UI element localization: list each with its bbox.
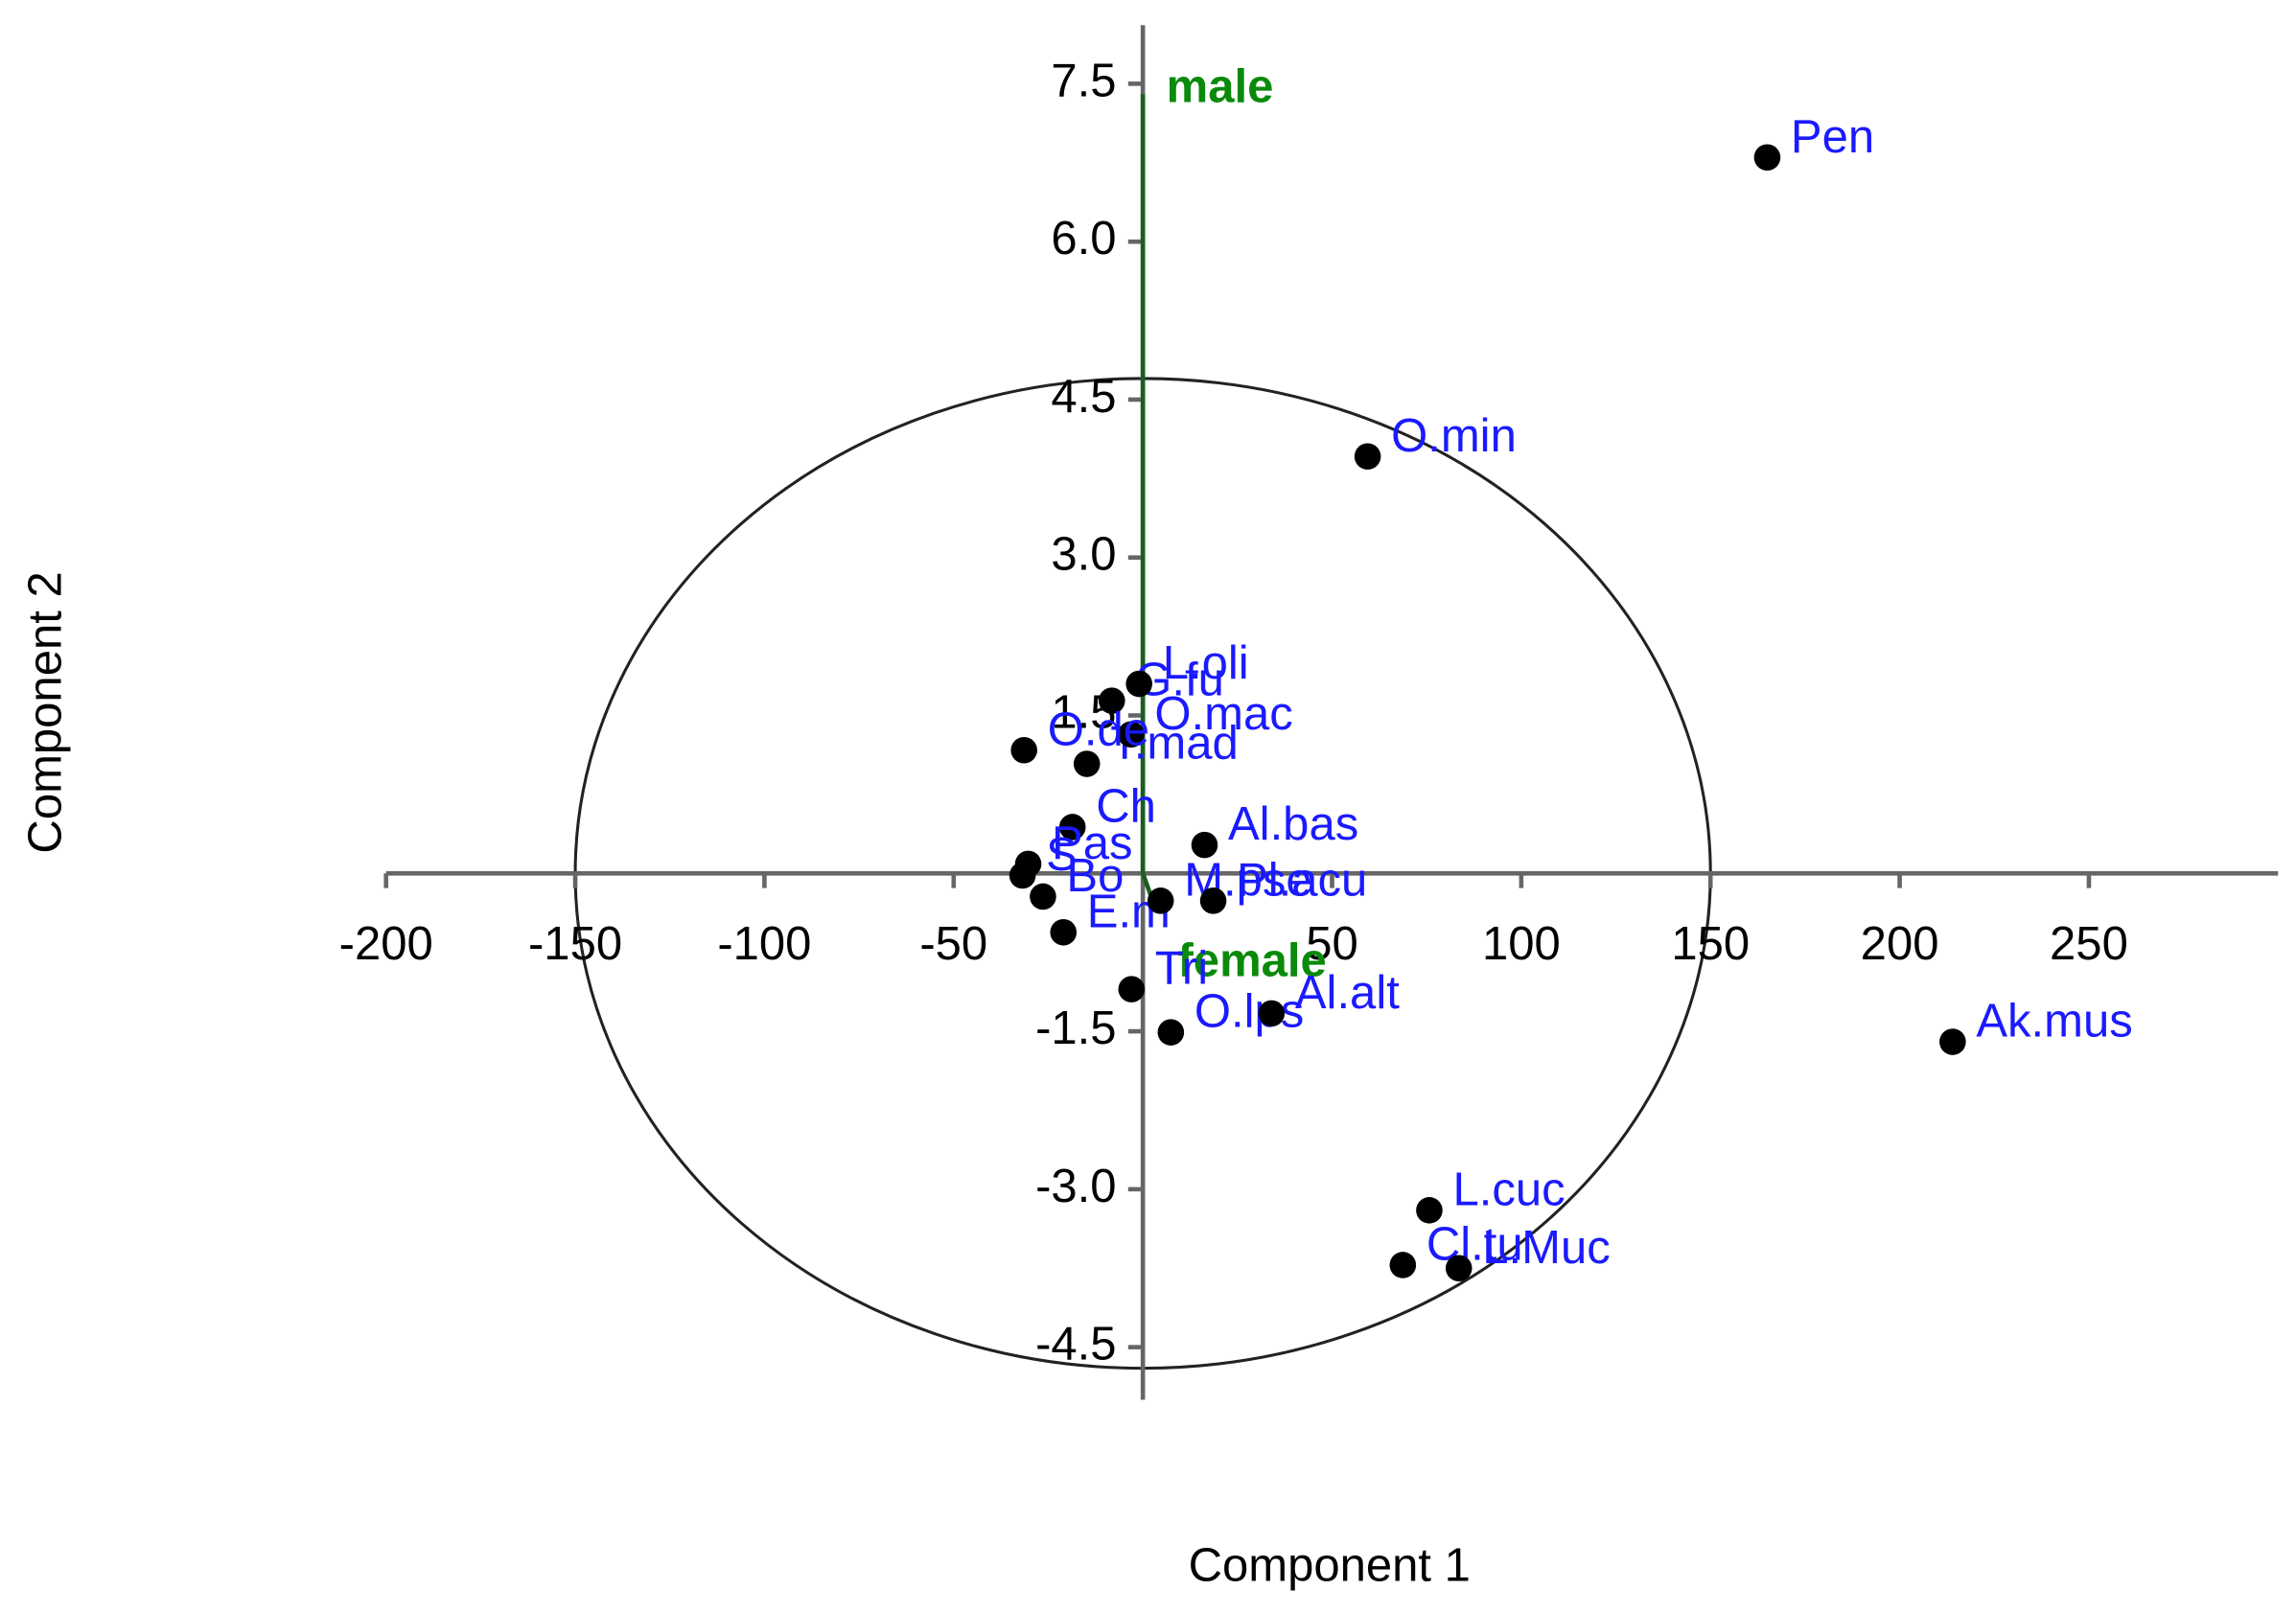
point — [1118, 721, 1145, 749]
x-tick-label: 250 — [2050, 918, 2128, 970]
x-tick-label: -150 — [528, 918, 622, 970]
point-label: Pas — [1052, 818, 1132, 869]
point-label: O.min — [1391, 410, 1517, 462]
point-label: Ch — [1096, 781, 1156, 833]
point-label: Al.alt — [1295, 967, 1400, 1019]
y-axis-title: Component 2 — [20, 571, 72, 853]
point — [1157, 1019, 1185, 1046]
point — [1118, 976, 1146, 1002]
y-tick-label: 3.0 — [1051, 529, 1116, 581]
y-tick-label: -4.5 — [1035, 1319, 1116, 1371]
x-tick-label: -50 — [919, 918, 987, 970]
point — [1058, 814, 1086, 841]
point-label: O.mac — [1154, 688, 1292, 740]
point — [1073, 750, 1101, 777]
point — [1445, 1255, 1473, 1282]
point — [1199, 887, 1227, 914]
y-tick-label: -3.0 — [1035, 1161, 1116, 1212]
y-tick-label: 4.5 — [1051, 371, 1116, 423]
point-label: Al.bas — [1228, 798, 1358, 850]
point-label: Tri — [1155, 943, 1208, 995]
point — [1416, 1197, 1443, 1224]
point — [1191, 831, 1218, 859]
point — [1389, 1252, 1417, 1279]
point — [1258, 1000, 1286, 1027]
point — [1009, 862, 1036, 889]
point-label: Pen — [1791, 111, 1874, 163]
y-tick-label: 6.0 — [1051, 213, 1116, 265]
vector-label: male — [1167, 61, 1274, 113]
point-label: Bo — [1066, 850, 1124, 902]
x-tick-label: -200 — [339, 918, 433, 970]
point-label: O.lps — [1194, 986, 1304, 1038]
point-label: L.oli — [1163, 637, 1249, 689]
point — [1125, 670, 1152, 698]
point-label: L.Muc — [1482, 1222, 1610, 1274]
point-label: Pl.acu — [1237, 854, 1367, 906]
vector-label: female — [1177, 934, 1326, 986]
y-tick-label: 7.5 — [1051, 55, 1116, 106]
point — [1753, 144, 1781, 172]
point — [1010, 736, 1037, 764]
point-label: L.cuc — [1452, 1164, 1565, 1215]
x-tick-label: 50 — [1306, 918, 1358, 970]
point — [1050, 919, 1078, 946]
point — [1030, 883, 1056, 910]
point-label: S — [1046, 829, 1078, 881]
point — [1098, 687, 1125, 714]
x-tick-label: 150 — [1671, 918, 1750, 970]
point — [1147, 887, 1174, 914]
point — [1939, 1028, 1966, 1055]
point — [1354, 443, 1381, 471]
point-label: Ak.mus — [1976, 996, 2132, 1048]
point-label: Cl.tu — [1426, 1219, 1523, 1271]
x-tick-label: 200 — [1861, 918, 1939, 970]
x-tick-label: -100 — [717, 918, 811, 970]
x-tick-label: 100 — [1482, 918, 1561, 970]
point-label: O.de — [1048, 703, 1149, 755]
y-tick-label: -1.5 — [1035, 1002, 1116, 1054]
x-axis-title: Component 1 — [1189, 1540, 1471, 1592]
